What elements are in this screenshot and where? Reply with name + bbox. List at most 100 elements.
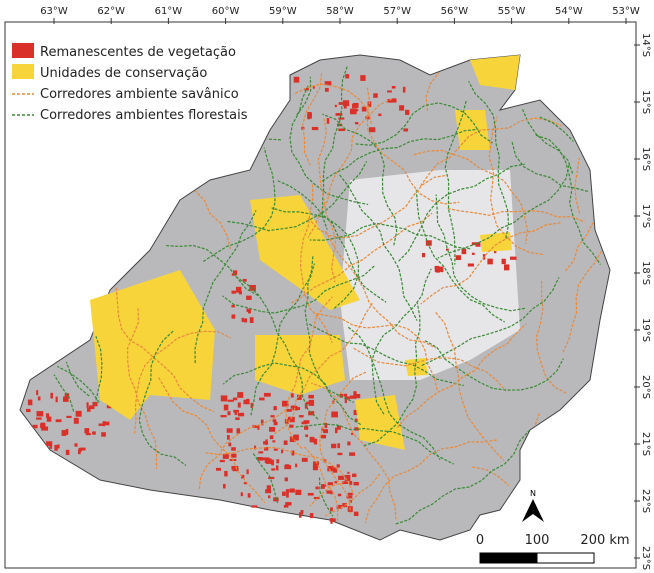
vegetation-patch bbox=[341, 481, 348, 485]
vegetation-patch bbox=[290, 393, 294, 398]
vegetation-patch bbox=[252, 425, 260, 428]
longitude-tick-label: 61°W bbox=[155, 6, 183, 17]
latitude-tick-label: 19°S bbox=[640, 318, 651, 342]
conservation-unit bbox=[90, 270, 215, 420]
vegetation-patch bbox=[329, 518, 336, 522]
vegetation-patch bbox=[352, 473, 357, 478]
vegetation-patch bbox=[55, 419, 62, 423]
vegetation-patch bbox=[243, 318, 248, 323]
vegetation-patch bbox=[331, 443, 337, 449]
vegetation-patch bbox=[268, 495, 271, 499]
corridor-line bbox=[353, 347, 507, 392]
vegetation-patch bbox=[249, 284, 256, 291]
vegetation-patch bbox=[241, 474, 245, 479]
corridor-line bbox=[574, 157, 581, 214]
vegetation-patch bbox=[335, 113, 343, 116]
vegetation-patch bbox=[501, 258, 506, 265]
corridor-line bbox=[310, 382, 397, 520]
vegetation-patch bbox=[354, 427, 362, 431]
vegetation-patch bbox=[284, 464, 290, 469]
latitude-tick-label: 18°S bbox=[640, 261, 651, 285]
corridor-line bbox=[364, 439, 497, 524]
corridor-line bbox=[94, 336, 103, 405]
vegetation-patch bbox=[303, 420, 310, 424]
corridor-line bbox=[277, 180, 387, 303]
vegetation-patch bbox=[360, 75, 366, 81]
vegetation-patch bbox=[257, 457, 263, 461]
vegetation-patch bbox=[36, 411, 44, 417]
vegetation-patch bbox=[55, 396, 58, 403]
vegetation-patch bbox=[487, 258, 493, 265]
corridor-line bbox=[435, 194, 525, 312]
corridor-line bbox=[291, 212, 433, 304]
vegetation-patch bbox=[101, 432, 106, 437]
vegetation-patch bbox=[323, 429, 329, 434]
corridor-line bbox=[425, 72, 440, 111]
vegetation-patch bbox=[269, 435, 274, 440]
vegetation-patch bbox=[235, 286, 242, 293]
corridor-line bbox=[435, 311, 505, 462]
vegetation-patch bbox=[312, 86, 315, 89]
vegetation-patch bbox=[283, 504, 289, 508]
vegetation-patch bbox=[233, 409, 240, 413]
corridor-line bbox=[419, 117, 562, 187]
vegetation-patch bbox=[263, 392, 271, 397]
vegetation-patch bbox=[336, 425, 341, 430]
vegetation-patch bbox=[387, 90, 392, 93]
vegetation-patch bbox=[65, 449, 70, 456]
vegetation-patch bbox=[271, 468, 276, 471]
vegetation-patch bbox=[36, 390, 39, 396]
vegetation-patch bbox=[258, 451, 262, 454]
corridor-line bbox=[222, 362, 362, 426]
vegetation-patch bbox=[282, 491, 286, 496]
longitude-tick-label: 59°W bbox=[269, 6, 297, 17]
vegetation-patch bbox=[312, 464, 318, 471]
vegetation-patch bbox=[285, 502, 292, 506]
vegetation-patch bbox=[56, 444, 60, 449]
vegetation-patch bbox=[344, 398, 347, 404]
corridor-line bbox=[299, 184, 333, 344]
corridor-line bbox=[309, 481, 344, 507]
corridor-line bbox=[53, 374, 75, 412]
vegetation-patch bbox=[403, 128, 409, 132]
vegetation-patch bbox=[41, 426, 49, 431]
corridor-line bbox=[322, 113, 398, 246]
corridor-line bbox=[535, 134, 601, 265]
vegetation-patch bbox=[331, 411, 338, 418]
vegetation-patch bbox=[227, 399, 234, 402]
vegetation-patch bbox=[235, 417, 240, 420]
vegetation-patch bbox=[241, 317, 244, 322]
longitude-tick-label: 54°W bbox=[555, 6, 583, 17]
vegetation-patch bbox=[272, 419, 277, 423]
vegetation-patch bbox=[387, 98, 393, 103]
corridor-line bbox=[420, 222, 561, 305]
vegetation-patch bbox=[77, 449, 81, 455]
latitude-tick-label: 14°S bbox=[640, 33, 651, 57]
corridor-line bbox=[318, 477, 334, 517]
corridor-line bbox=[296, 76, 312, 116]
vegetation-patch bbox=[503, 264, 510, 271]
corridor-line bbox=[317, 118, 337, 283]
vegetation-patch bbox=[351, 432, 354, 435]
vegetation-patch bbox=[343, 393, 348, 397]
vegetation-patch bbox=[353, 391, 357, 397]
vegetation-patch bbox=[54, 444, 58, 451]
vegetation-patch bbox=[231, 447, 236, 451]
corridor-line bbox=[312, 312, 438, 391]
vegetation-patch bbox=[337, 452, 343, 456]
vegetation-patch bbox=[313, 496, 320, 500]
vegetation-patch bbox=[219, 459, 225, 463]
vegetation-patch bbox=[106, 404, 112, 409]
corridor-line bbox=[222, 265, 375, 314]
corridor-line bbox=[194, 189, 231, 249]
vegetation-patch bbox=[342, 100, 350, 107]
corridor-line bbox=[309, 222, 471, 250]
vegetation-patch bbox=[313, 461, 319, 468]
vegetation-patch bbox=[84, 428, 90, 434]
vegetation-patch bbox=[391, 85, 396, 89]
corridor-line bbox=[252, 453, 279, 504]
vegetation-patch bbox=[26, 408, 31, 413]
vegetation-patch bbox=[320, 484, 325, 489]
vegetation-patch bbox=[289, 488, 295, 493]
vegetation-patch bbox=[273, 497, 279, 502]
